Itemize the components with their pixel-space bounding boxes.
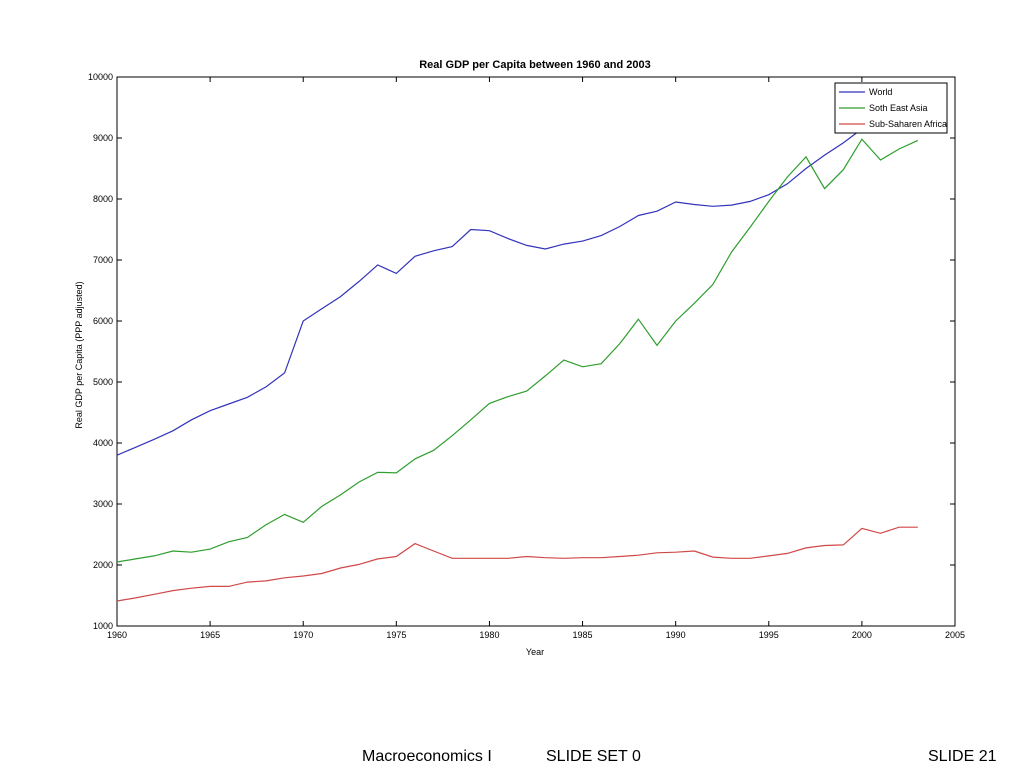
x-axis-label: Year	[526, 647, 544, 657]
x-tick-label: 1975	[386, 630, 406, 640]
y-tick-label: 8000	[93, 194, 113, 204]
x-tick-label: 1985	[573, 630, 593, 640]
footer-course-title: Macroeconomics I	[362, 748, 492, 765]
series-lines	[116, 128, 919, 602]
legend-label: Sub-Saharen Africa	[869, 119, 947, 129]
y-tick-label: 2000	[93, 560, 113, 570]
y-axis-label: Real GDP per Capita (PPP adjusted)	[74, 281, 84, 428]
y-axis: 1000 2000 3000 4000 5000 6000 7000 8000 9000 1000…	[88, 72, 955, 631]
y-tick-label: 7000	[93, 255, 113, 265]
footer-slide-number: SLIDE 21	[928, 748, 997, 765]
y-tick-label: 9000	[93, 133, 113, 143]
x-tick-label: 1965	[200, 630, 220, 640]
x-tick-label: 2005	[945, 630, 965, 640]
series-line-sub-saharen-africa	[116, 526, 918, 602]
x-axis: 1960 1965 1970 1975 1980 1985 1990 1995 2000 2005	[107, 77, 965, 640]
footer-slide-set: SLIDE SET 0	[546, 748, 641, 765]
x-tick-label: 1990	[666, 630, 686, 640]
y-tick-label: 5000	[93, 377, 113, 387]
y-tick-label: 4000	[93, 438, 113, 448]
chart-title: Real GDP per Capita between 1960 and 200…	[419, 59, 651, 71]
legend-label: Soth East Asia	[869, 103, 928, 113]
x-tick-label: 1960	[107, 630, 127, 640]
x-tick-label: 1970	[293, 630, 313, 640]
plot-frame	[116, 76, 956, 627]
series-line-soth-east-asia	[116, 138, 919, 563]
x-tick-label: 1995	[759, 630, 779, 640]
series-line-world	[116, 128, 863, 456]
legend: World Soth East Asia Sub-Saharen Africa	[834, 82, 948, 134]
plot-area	[116, 76, 956, 627]
y-tick-label: 10000	[88, 72, 113, 82]
y-tick-label: 3000	[93, 499, 113, 509]
x-tick-label: 1980	[479, 630, 499, 640]
legend-label: World	[869, 87, 892, 97]
y-tick-label: 1000	[93, 621, 113, 631]
y-tick-label: 6000	[93, 316, 113, 326]
x-tick-label: 2000	[852, 630, 872, 640]
